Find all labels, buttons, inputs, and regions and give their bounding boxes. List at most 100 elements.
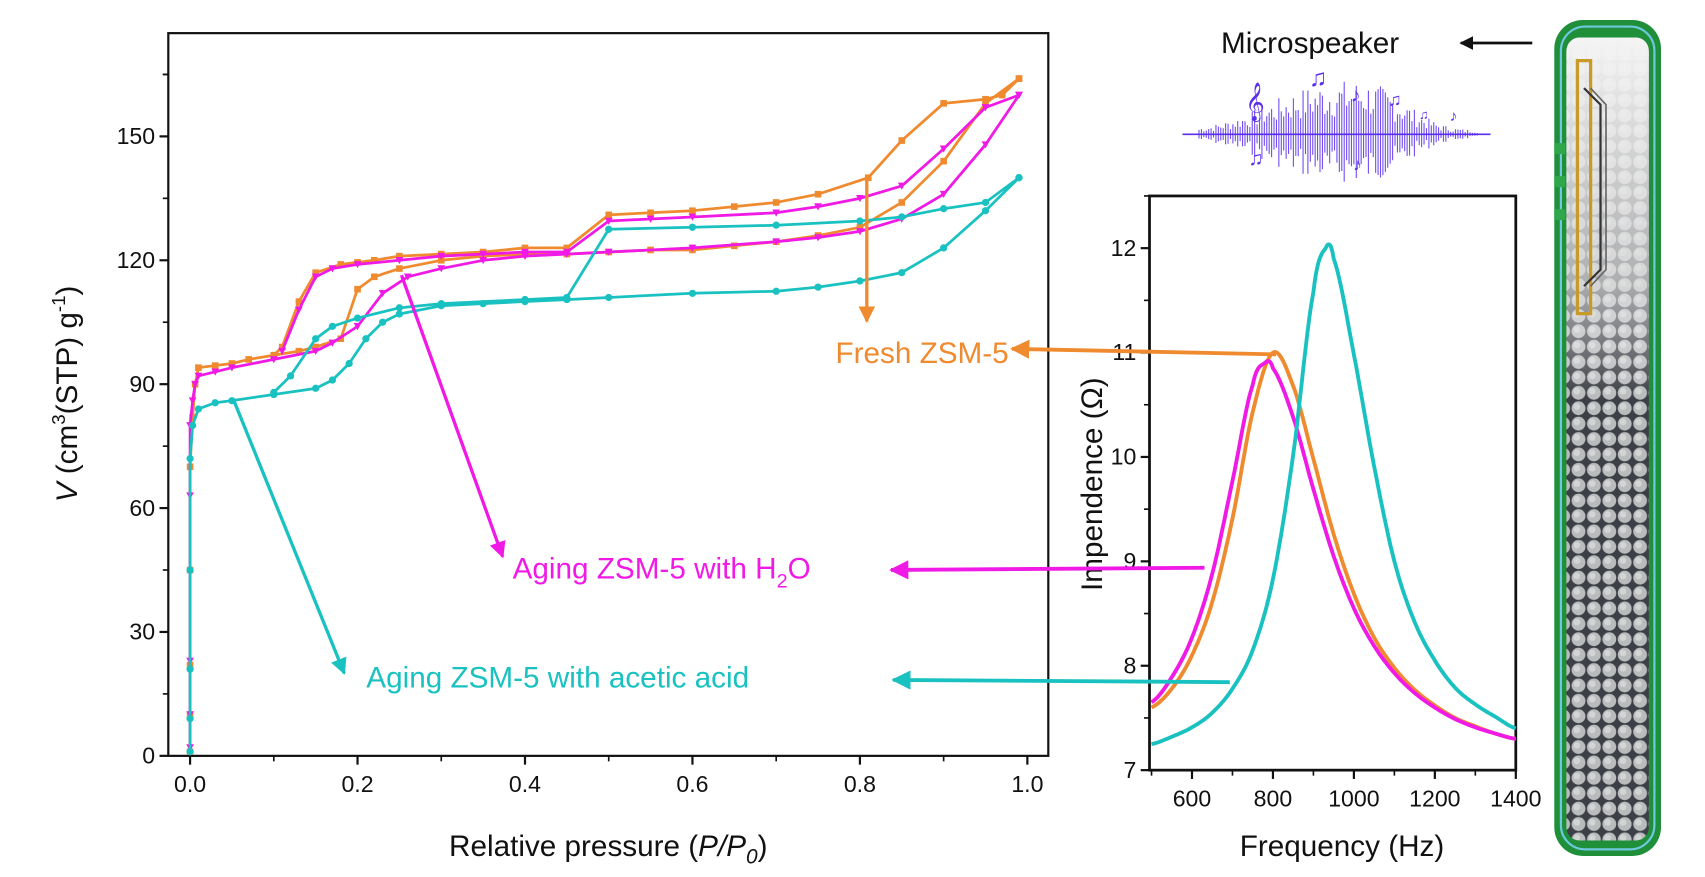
isotherm-y-tick-label: 120 — [117, 247, 156, 273]
acetic-pointer-arrow — [232, 401, 347, 675]
isotherm-point-h2o — [188, 397, 197, 405]
isotherm-point-acetic — [563, 293, 571, 302]
isotherm-point-fresh — [370, 256, 378, 264]
isotherm-point-acetic — [981, 198, 990, 207]
isotherm-point-h2o — [856, 228, 864, 236]
isotherm-point-acetic — [479, 300, 487, 308]
isotherm-point-acetic — [1015, 174, 1023, 182]
isotherm-point-h2o — [191, 380, 199, 389]
isotherm-point-acetic — [395, 304, 404, 312]
music-note-icon: ♫ — [1249, 148, 1264, 170]
isotherm-point-acetic — [898, 269, 906, 277]
isotherm-point-fresh — [337, 261, 345, 268]
isotherm-point-acetic — [814, 283, 822, 291]
isotherm-point-acetic — [981, 207, 990, 215]
isotherm-point-acetic — [270, 388, 278, 397]
isotherm-point-h2o — [479, 256, 487, 265]
isotherm-x-tick-label: 1.0 — [1011, 771, 1043, 797]
fresh-label-arrow — [1010, 339, 1277, 359]
isotherm-point-fresh — [647, 209, 654, 217]
isotherm-point-acetic — [353, 314, 362, 322]
isotherm-y-tick-label: 0 — [142, 743, 155, 769]
isotherm-point-acetic — [186, 454, 194, 463]
isotherm-point-fresh — [312, 269, 319, 276]
microspeaker-device-image — [1554, 19, 1661, 856]
impedance-series-line-h2o — [1150, 359, 1517, 741]
isotherm-point-acetic — [186, 566, 194, 574]
isotherm-point-fresh — [270, 351, 278, 359]
isotherm-point-fresh — [605, 211, 613, 219]
music-note-icon: ♪ — [1353, 155, 1362, 175]
isotherm-point-acetic — [940, 244, 948, 252]
isotherm-point-acetic — [898, 213, 906, 221]
isotherm-point-h2o — [688, 244, 697, 252]
isotherm-point-h2o — [311, 273, 320, 281]
fresh-label: Fresh ZSM-5 — [835, 337, 1008, 370]
isotherm-series-line-fresh — [188, 77, 1021, 752]
isotherm-y-tick-label: 150 — [117, 123, 156, 149]
isotherm-point-fresh — [437, 256, 445, 264]
isotherm-y-axis-label: V (cm3(STP) g-1) — [48, 286, 84, 503]
isotherm-point-acetic — [437, 300, 445, 308]
isotherm-point-h2o — [604, 248, 613, 256]
isotherm-point-h2o — [814, 234, 822, 242]
isotherm-point-h2o — [688, 213, 697, 221]
isotherm-point-h2o — [856, 195, 864, 203]
isotherm-point-h2o — [772, 238, 781, 246]
isotherm-point-fresh — [396, 265, 403, 272]
isotherm-point-fresh — [354, 285, 361, 293]
impedance-y-tick-label: 8 — [1123, 652, 1136, 678]
isotherm-point-acetic — [688, 289, 697, 297]
isotherm-point-h2o — [521, 248, 529, 256]
isotherm-point-h2o — [353, 261, 362, 269]
isotherm-point-fresh — [1015, 75, 1023, 82]
isotherm-point-h2o — [269, 356, 278, 364]
isotherm-x-tick-label: 0.6 — [676, 771, 708, 797]
isotherm-point-acetic — [211, 399, 219, 407]
isotherm-point-h2o — [1015, 91, 1023, 99]
isotherm-point-h2o — [311, 347, 320, 355]
isotherm-point-acetic — [521, 295, 529, 304]
impedance-y-tick-label: 7 — [1123, 757, 1136, 783]
isotherm-point-h2o — [939, 190, 948, 199]
isotherm-point-acetic — [186, 715, 194, 723]
h2o-label: Aging ZSM-5 with H2O — [513, 553, 811, 593]
isotherm-point-acetic — [605, 293, 613, 302]
isotherm-point-h2o — [328, 265, 337, 273]
isotherm-point-fresh — [295, 298, 303, 305]
isotherm-point-h2o — [646, 215, 655, 223]
music-note-icon: ♪ — [1351, 84, 1361, 106]
isotherm-chart: 0.0 0.2 0.4 0.6 0.8 1.0 0 30 60 90 120 150 Relative… — [48, 32, 1050, 869]
isotherm-point-fresh — [278, 343, 286, 351]
isotherm-point-fresh — [521, 244, 529, 252]
isotherm-point-fresh — [689, 207, 696, 215]
impedance-plot-frame — [1148, 194, 1518, 772]
impedance-x-tick-label: 1400 — [1490, 785, 1541, 811]
isotherm-point-h2o — [479, 250, 487, 258]
impedance-series-line-acetic — [1151, 242, 1517, 746]
isotherm-point-h2o — [772, 209, 781, 217]
impedance-y-tick-label: 10 — [1111, 444, 1137, 470]
isotherm-point-h2o — [981, 104, 990, 112]
isotherm-point-acetic — [188, 421, 197, 430]
isotherm-point-fresh — [856, 223, 864, 231]
isotherm-point-h2o — [814, 203, 822, 211]
impedance-x-tick-label: 600 — [1173, 785, 1212, 811]
music-note-icon: ♪ — [1450, 108, 1458, 125]
isotherm-x-tick-label: 0.4 — [509, 771, 541, 797]
impedance-y-tick-label: 12 — [1111, 235, 1137, 261]
isotherm-point-acetic — [772, 287, 780, 295]
isotherm-point-h2o — [563, 248, 571, 256]
isotherm-point-h2o — [211, 368, 220, 376]
isotherm-x-tick-label: 0.8 — [844, 771, 876, 797]
isotherm-point-h2o — [437, 252, 446, 261]
isotherm-point-fresh — [312, 343, 319, 351]
isotherm-point-fresh — [940, 100, 947, 107]
acetic-label: Aging ZSM-5 with acetic acid — [366, 662, 749, 695]
isotherm-point-acetic — [312, 335, 320, 343]
isotherm-point-fresh — [295, 347, 303, 355]
annotations: Fresh ZSM-5 Aging ZSM-5 with H2O Aging Z… — [232, 27, 1533, 695]
isotherm-point-acetic — [856, 277, 864, 285]
isotherm-point-h2o — [981, 141, 990, 149]
